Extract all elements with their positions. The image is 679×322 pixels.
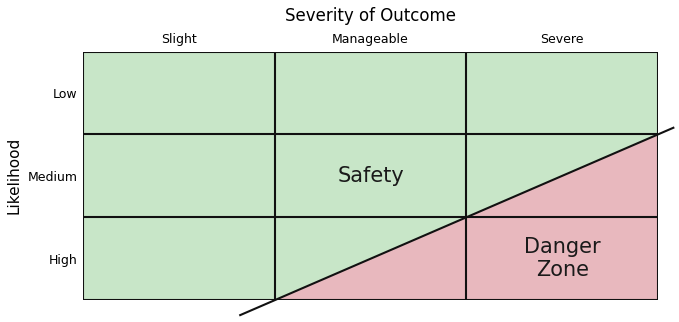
- Text: Safety: Safety: [337, 166, 404, 186]
- Text: Danger
Zone: Danger Zone: [524, 237, 600, 280]
- Polygon shape: [275, 134, 658, 300]
- Title: Severity of Outcome: Severity of Outcome: [285, 7, 456, 25]
- Y-axis label: Likelihood: Likelihood: [7, 137, 22, 214]
